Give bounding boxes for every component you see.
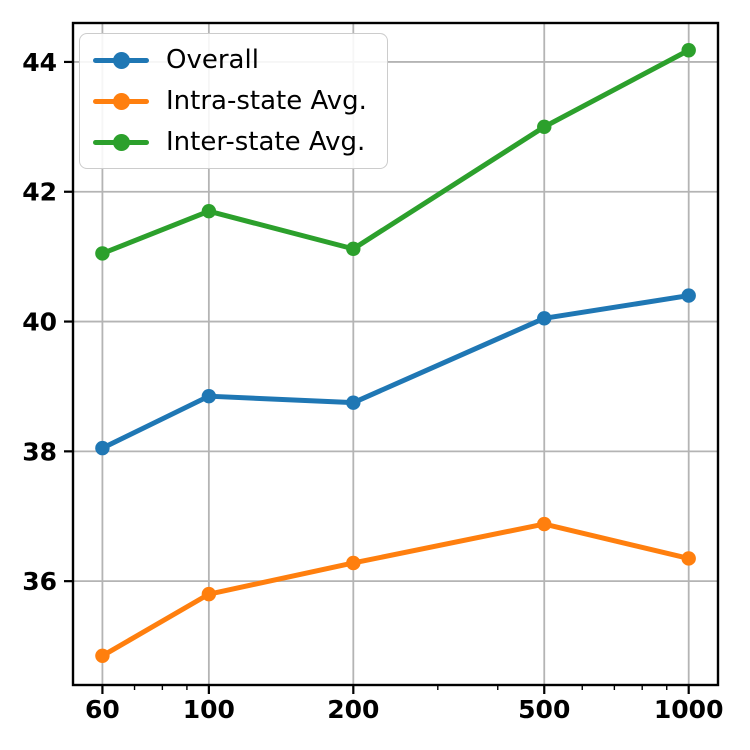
legend-marker-line-dot-icon <box>93 92 149 110</box>
svg-text:500: 500 <box>518 695 570 724</box>
legend-item-inter-state-avg: Inter-state Avg. <box>93 125 367 159</box>
legend-label: Intra-state Avg. <box>166 86 367 116</box>
legend-item-intra-state-avg: Intra-state Avg. <box>93 84 367 118</box>
legend-item-overall: Overall <box>93 43 367 77</box>
legend-label: Inter-state Avg. <box>166 127 366 157</box>
svg-text:1000: 1000 <box>654 695 724 724</box>
legend-label: Overall <box>166 45 259 75</box>
svg-text:100: 100 <box>183 695 235 724</box>
svg-text:200: 200 <box>327 695 379 724</box>
legend: Overall Intra-state Avg. Inter-state Avg… <box>79 33 388 169</box>
svg-text:36: 36 <box>22 567 57 596</box>
svg-text:42: 42 <box>22 178 57 207</box>
svg-text:40: 40 <box>22 308 57 337</box>
legend-marker-line-dot-icon <box>93 133 149 151</box>
svg-text:44: 44 <box>22 48 57 77</box>
svg-text:60: 60 <box>85 695 120 724</box>
svg-text:38: 38 <box>22 437 57 466</box>
legend-marker-line-dot-icon <box>93 51 149 69</box>
